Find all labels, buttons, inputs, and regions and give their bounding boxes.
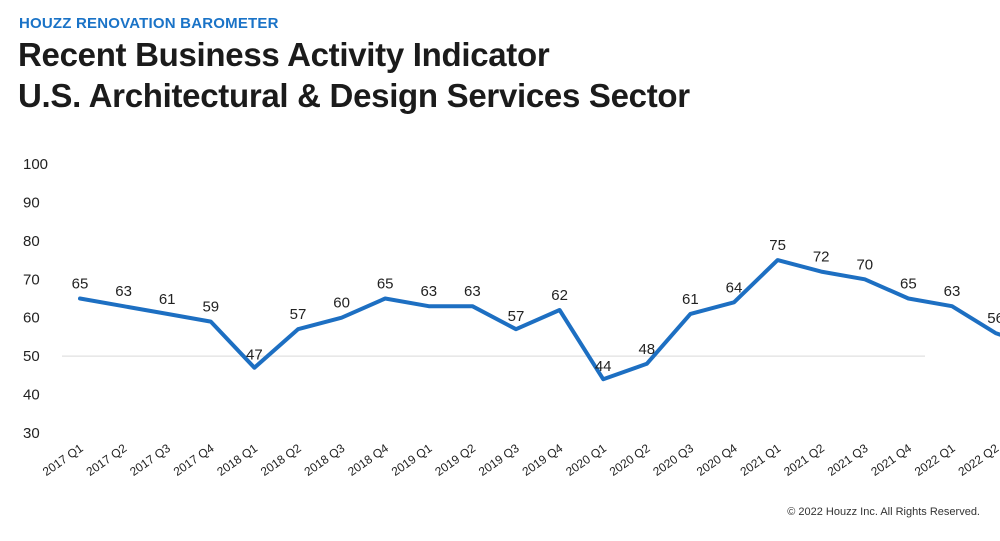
copyright-notice: © 2022 Houzz Inc. All Rights Reserved. [787, 506, 980, 518]
chart-title-line-1: Recent Business Activity Indicator [18, 36, 550, 73]
data-label: 72 [813, 249, 830, 266]
x-tick-label: 2018 Q4 [345, 441, 391, 479]
data-label: 64 [726, 279, 743, 296]
data-label: 59 [202, 299, 219, 316]
data-label: 44 [595, 358, 612, 375]
y-tick-label: 50 [23, 348, 40, 365]
y-tick-label: 80 [23, 233, 40, 250]
data-label: 65 [377, 276, 394, 293]
chart-title-line-2: U.S. Architectural & Design Services Sec… [18, 77, 690, 114]
series-group [78, 258, 1000, 382]
data-label: 63 [944, 283, 961, 300]
x-tick-label: 2018 Q3 [302, 441, 348, 479]
data-label: 56 [987, 310, 1000, 327]
y-tick-label: 60 [23, 310, 40, 327]
data-label: 61 [159, 291, 176, 308]
x-tick-label: 2017 Q3 [127, 441, 173, 479]
chart-title: Recent Business Activity Indicator U.S. … [18, 34, 690, 116]
data-label: 65 [72, 276, 89, 293]
data-label: 57 [508, 308, 525, 325]
data-label: 47 [246, 347, 263, 364]
chart-eyebrow: HOUZZ RENOVATION BAROMETER [19, 15, 279, 32]
data-label: 62 [551, 287, 568, 304]
data-label: 61 [682, 291, 699, 308]
data-label: 70 [856, 256, 873, 273]
data-label: 57 [290, 306, 307, 323]
x-tick-label: 2019 Q3 [476, 441, 522, 479]
x-tick-label: 2021 Q2 [781, 441, 827, 479]
x-tick-label: 2022 Q2 [956, 441, 1000, 479]
y-tick-label: 40 [23, 387, 40, 404]
x-tick-label: 2017 Q4 [171, 441, 217, 479]
data-label: 65 [900, 276, 917, 293]
x-tick-label: 2020 Q3 [650, 441, 696, 479]
x-tick-label: 2017 Q2 [84, 441, 130, 479]
x-tick-label: 2021 Q4 [868, 441, 914, 479]
y-axis: 100 90 80 70 60 50 40 30 [23, 156, 48, 442]
x-tick-label: 2019 Q4 [520, 441, 566, 479]
data-labels: 65 63 61 59 47 57 60 65 63 63 57 62 44 48 61 64 75 72 70 65… [72, 237, 1000, 375]
data-label: 63 [464, 283, 481, 300]
y-tick-label: 30 [23, 425, 40, 442]
x-tick-label: 2020 Q1 [563, 441, 609, 479]
y-tick-label: 70 [23, 271, 40, 288]
x-tick-label: 2017 Q1 [40, 441, 86, 479]
x-tick-label: 2021 Q1 [738, 441, 784, 479]
x-tick-label: 2019 Q1 [389, 441, 435, 479]
x-tick-label: 2018 Q2 [258, 441, 304, 479]
x-tick-label: 2022 Q1 [912, 441, 958, 479]
series-line [78, 258, 1000, 382]
x-tick-label: 2020 Q2 [607, 441, 653, 479]
x-tick-label: 2018 Q1 [214, 441, 260, 479]
data-label: 63 [420, 283, 437, 300]
x-tick-label: 2020 Q4 [694, 441, 740, 479]
data-label: 48 [638, 341, 655, 358]
data-label: 75 [769, 237, 786, 254]
data-label: 63 [115, 283, 132, 300]
x-tick-label: 2021 Q3 [825, 441, 871, 479]
y-tick-label: 100 [23, 156, 48, 173]
x-tick-label: 2019 Q2 [432, 441, 478, 479]
y-tick-label: 90 [23, 194, 40, 211]
data-label: 60 [333, 295, 350, 312]
